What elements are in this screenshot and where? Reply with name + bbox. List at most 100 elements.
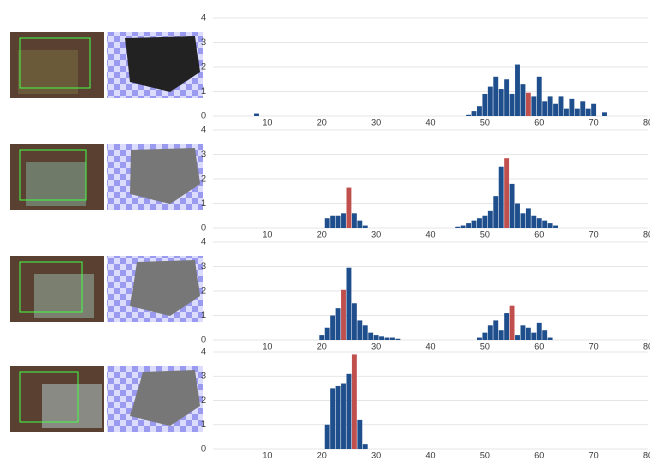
bar	[520, 325, 526, 340]
bar	[515, 203, 520, 228]
bar	[536, 218, 542, 228]
y-tick-label: 3	[201, 149, 206, 159]
bounding-box	[19, 371, 79, 423]
bar	[346, 373, 352, 449]
bar	[319, 335, 325, 340]
bar	[520, 84, 526, 116]
bar	[395, 338, 401, 340]
bar	[335, 215, 341, 228]
depth-blob	[130, 370, 200, 426]
bar	[330, 215, 336, 228]
scene-detail	[18, 50, 78, 94]
bar	[580, 101, 586, 116]
bar	[574, 108, 580, 116]
y-tick-label: 0	[201, 110, 206, 120]
bar	[368, 332, 374, 340]
y-tick-label: 4	[201, 346, 206, 356]
bar	[482, 93, 488, 116]
x-tick-label: 10	[262, 450, 272, 458]
bar	[476, 218, 482, 228]
x-tick-label: 70	[589, 450, 599, 458]
bar	[531, 96, 537, 116]
bar	[493, 76, 499, 116]
bar	[471, 111, 477, 116]
x-tick-label: 80	[643, 229, 650, 239]
bar	[487, 210, 493, 228]
x-tick-label: 60	[534, 341, 544, 351]
bar	[536, 322, 542, 340]
bar	[324, 218, 330, 228]
bounding-box	[19, 37, 91, 89]
y-tick-label: 1	[201, 419, 206, 429]
x-tick-label: 20	[317, 450, 327, 458]
x-tick-label: 60	[534, 117, 544, 127]
bar	[509, 93, 515, 116]
bar	[351, 303, 357, 340]
bar	[482, 332, 488, 340]
bar	[351, 213, 357, 228]
x-tick-label: 10	[262, 229, 272, 239]
bar	[362, 444, 368, 449]
x-tick-label: 70	[589, 117, 599, 127]
bar	[362, 225, 368, 228]
x-tick-label: 60	[534, 450, 544, 458]
bar	[536, 76, 542, 116]
bar	[324, 327, 330, 340]
bar	[504, 313, 510, 340]
bar	[351, 354, 357, 449]
x-tick-label: 40	[425, 450, 435, 458]
x-tick-label: 10	[262, 341, 272, 351]
bar	[476, 337, 482, 340]
bar	[553, 225, 559, 228]
bar	[362, 325, 368, 340]
bar	[547, 337, 553, 340]
x-tick-label: 20	[317, 117, 327, 127]
bar	[602, 112, 607, 116]
bounding-box	[19, 149, 87, 201]
x-tick-label: 30	[371, 117, 381, 127]
x-tick-label: 70	[589, 229, 599, 239]
y-tick-label: 0	[201, 334, 206, 344]
bar	[498, 89, 504, 116]
bar	[341, 383, 346, 449]
scene-detail	[42, 384, 102, 428]
bar	[498, 330, 504, 340]
bar	[542, 330, 548, 340]
depth-blob	[125, 36, 200, 92]
bar	[504, 79, 510, 116]
x-tick-label: 50	[480, 450, 490, 458]
depth-blob	[130, 148, 200, 204]
bar	[476, 106, 482, 116]
y-tick-label: 0	[201, 443, 206, 453]
bar	[455, 226, 461, 228]
x-tick-label: 70	[589, 341, 599, 351]
y-tick-label: 4	[201, 236, 206, 246]
bar	[547, 223, 553, 228]
bar	[498, 166, 504, 228]
bar	[542, 220, 548, 228]
bar	[504, 158, 510, 228]
bar	[515, 64, 520, 116]
bar	[531, 215, 537, 228]
bar	[254, 113, 259, 116]
bar	[379, 336, 385, 340]
thumbnails	[10, 32, 203, 432]
depth-blob	[130, 260, 200, 316]
bar	[466, 223, 472, 228]
bar	[487, 325, 493, 340]
scene-detail	[26, 162, 86, 206]
x-tick-label: 50	[480, 229, 490, 239]
bar	[515, 335, 520, 340]
bar	[384, 337, 390, 340]
x-tick-label: 50	[480, 341, 490, 351]
bar	[482, 215, 488, 228]
x-tick-label: 20	[317, 341, 327, 351]
bar	[563, 108, 569, 116]
bar	[346, 267, 352, 340]
x-tick-label: 80	[643, 117, 650, 127]
x-tick-label: 80	[643, 450, 650, 458]
bar	[341, 289, 346, 340]
y-tick-label: 3	[201, 371, 206, 381]
bar	[547, 96, 553, 116]
x-tick-label: 20	[317, 229, 327, 239]
